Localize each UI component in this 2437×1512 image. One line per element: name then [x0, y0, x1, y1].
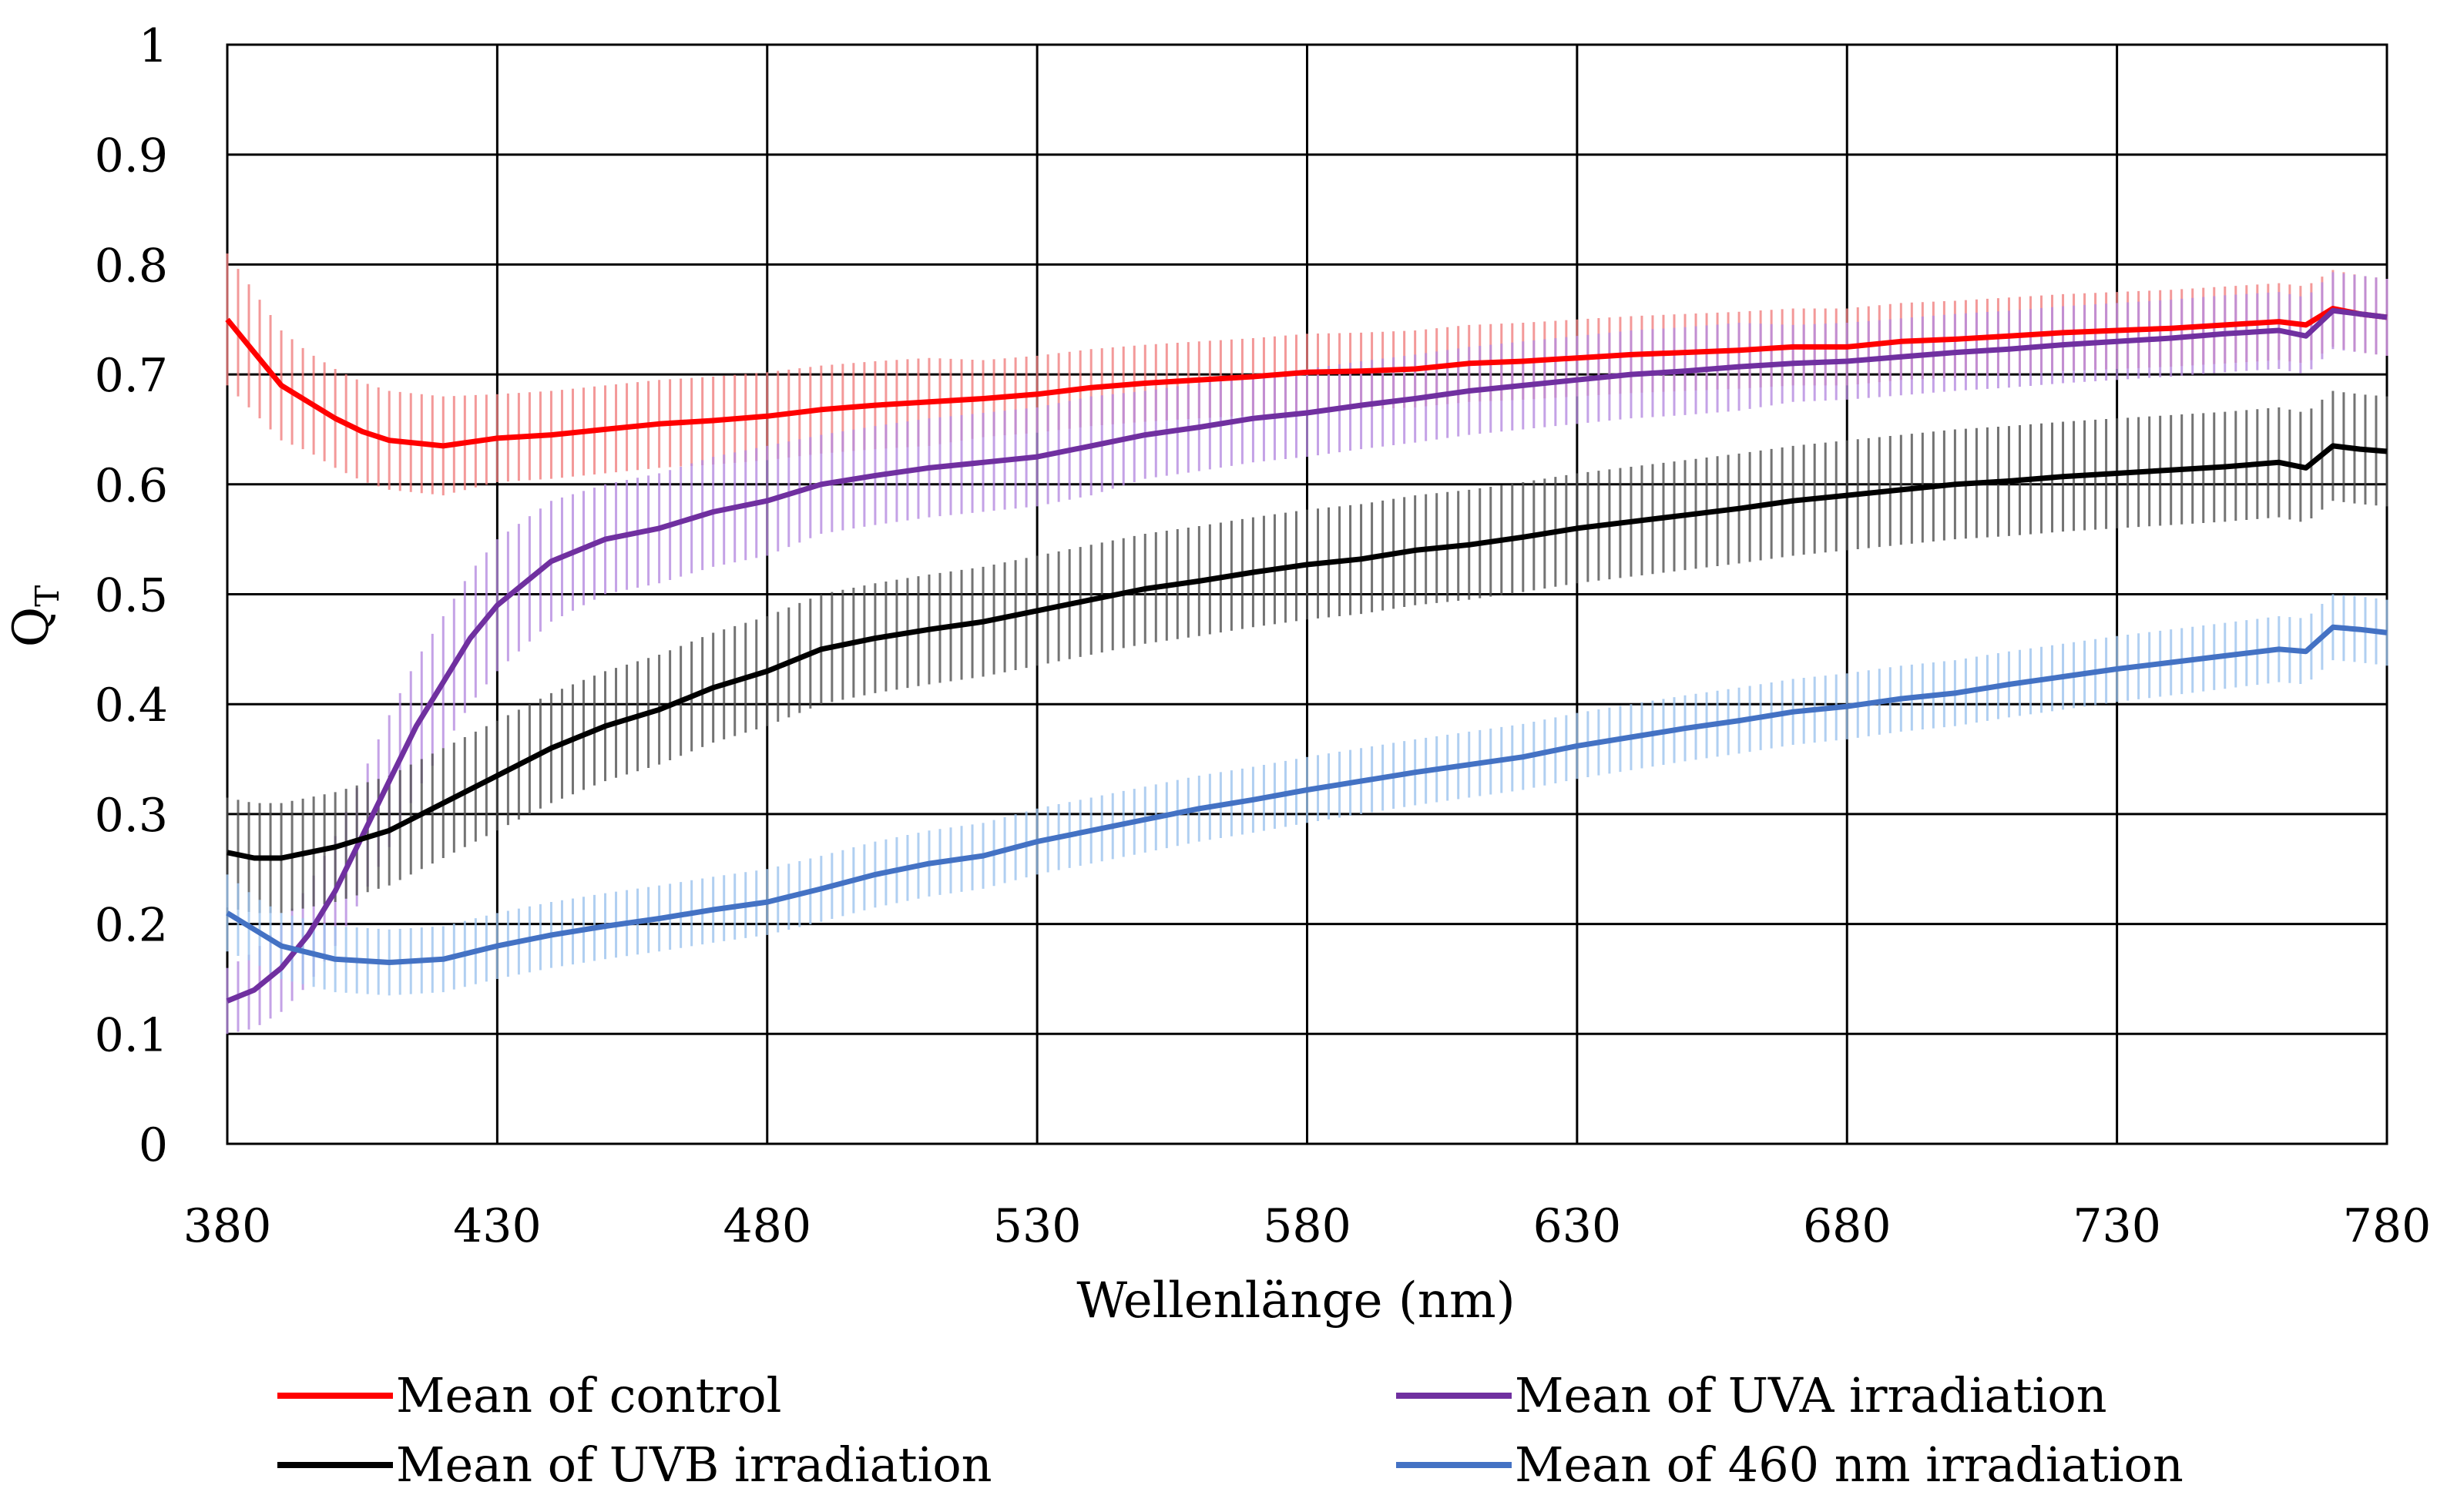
- legend-swatch-control: [277, 1393, 393, 1399]
- y-tick-label: 0.6: [95, 459, 168, 513]
- y-tick-label: 0.3: [95, 789, 168, 843]
- series-lines: [225, 306, 2388, 1004]
- x-tick-label: 480: [723, 1199, 811, 1253]
- y-tick-label: 0: [139, 1118, 168, 1172]
- x-tick-label: 780: [2343, 1199, 2432, 1253]
- x-tick-labels: 380 430 480 530 580 630 680 730 780: [183, 1199, 2432, 1253]
- legend-swatch-uvb: [277, 1462, 393, 1468]
- x-tick-label: 630: [1533, 1199, 1622, 1253]
- x-tick-label: 730: [2073, 1199, 2161, 1253]
- series-line-0: [225, 306, 2388, 449]
- y-axis-label: QT: [3, 585, 66, 647]
- y-tick-labels: 0 0.1 0.2 0.3 0.4 0.5 0.6 0.7 0.8 0.9 1: [95, 19, 168, 1172]
- y-tick-label: 0.4: [95, 679, 168, 733]
- x-tick-label: 430: [453, 1199, 542, 1253]
- y-tick-label: 0.1: [95, 1008, 168, 1062]
- legend-swatch-460nm: [1396, 1462, 1512, 1468]
- y-axis-label-subscript: T: [29, 585, 66, 607]
- series-line-1: [226, 307, 2388, 1004]
- x-tick-label: 380: [183, 1199, 272, 1253]
- series-line-2: [227, 443, 2388, 861]
- y-tick-label: 0.8: [95, 239, 168, 293]
- y-axis-label-main: Q: [3, 607, 60, 647]
- y-tick-label: 0.2: [95, 899, 168, 953]
- x-tick-label: 530: [993, 1199, 1082, 1253]
- legend-swatch-uva: [1396, 1393, 1512, 1399]
- legend-label-control: Mean of control: [396, 1367, 782, 1423]
- series-line-3: [226, 624, 2388, 965]
- x-axis-label: Wellenlänge (nm): [1076, 1272, 1515, 1329]
- y-tick-label: 0.7: [95, 349, 168, 403]
- x-tick-label: 580: [1263, 1199, 1351, 1253]
- plot-frame: [226, 43, 2388, 1145]
- y-tick-label: 0.5: [95, 569, 168, 623]
- y-tick-label: 1: [139, 19, 168, 73]
- legend-label-460nm: Mean of 460 nm irradiation: [1515, 1437, 2184, 1493]
- legend-label-uvb: Mean of UVB irradiation: [396, 1437, 992, 1493]
- x-tick-label: 680: [1803, 1199, 1892, 1253]
- legend-label-uva: Mean of UVA irradiation: [1515, 1367, 2107, 1423]
- y-tick-label: 0.9: [95, 129, 168, 183]
